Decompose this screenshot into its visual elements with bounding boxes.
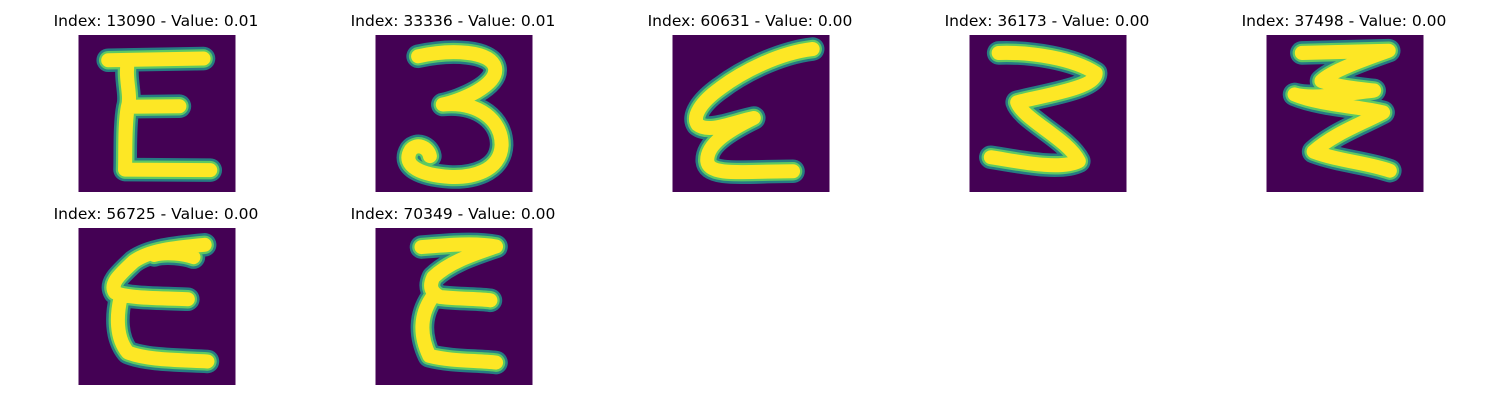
- panel-title: Index: 60631 - Value: 0.00: [647, 12, 853, 30]
- panel-7: Index: 70349 - Value: 0.00: [323, 193, 583, 385]
- digit-image: [78, 228, 236, 385]
- digit-image: [375, 35, 533, 192]
- panel-3: Index: 60631 - Value: 0.00: [620, 0, 880, 192]
- panel-title: Index: 36173 - Value: 0.00: [944, 12, 1150, 30]
- panel-title: Index: 13090 - Value: 0.01: [53, 12, 259, 30]
- panel-title: Index: 70349 - Value: 0.00: [350, 205, 556, 223]
- panel-5: Index: 37498 - Value: 0.00: [1214, 0, 1474, 192]
- panel-1: Index: 13090 - Value: 0.01: [26, 0, 286, 192]
- digit-image: [672, 35, 830, 192]
- panel-title: Index: 33336 - Value: 0.01: [350, 12, 556, 30]
- panel-4: Index: 36173 - Value: 0.00: [917, 0, 1177, 192]
- digit-image: [375, 228, 533, 385]
- panel-2: Index: 33336 - Value: 0.01: [323, 0, 583, 192]
- panel-title: Index: 37498 - Value: 0.00: [1241, 12, 1447, 30]
- digit-image: [969, 35, 1127, 192]
- panel-6: Index: 56725 - Value: 0.00: [26, 193, 286, 385]
- digit-image: [78, 35, 236, 192]
- panel-title: Index: 56725 - Value: 0.00: [53, 205, 259, 223]
- digit-image: [1266, 35, 1424, 192]
